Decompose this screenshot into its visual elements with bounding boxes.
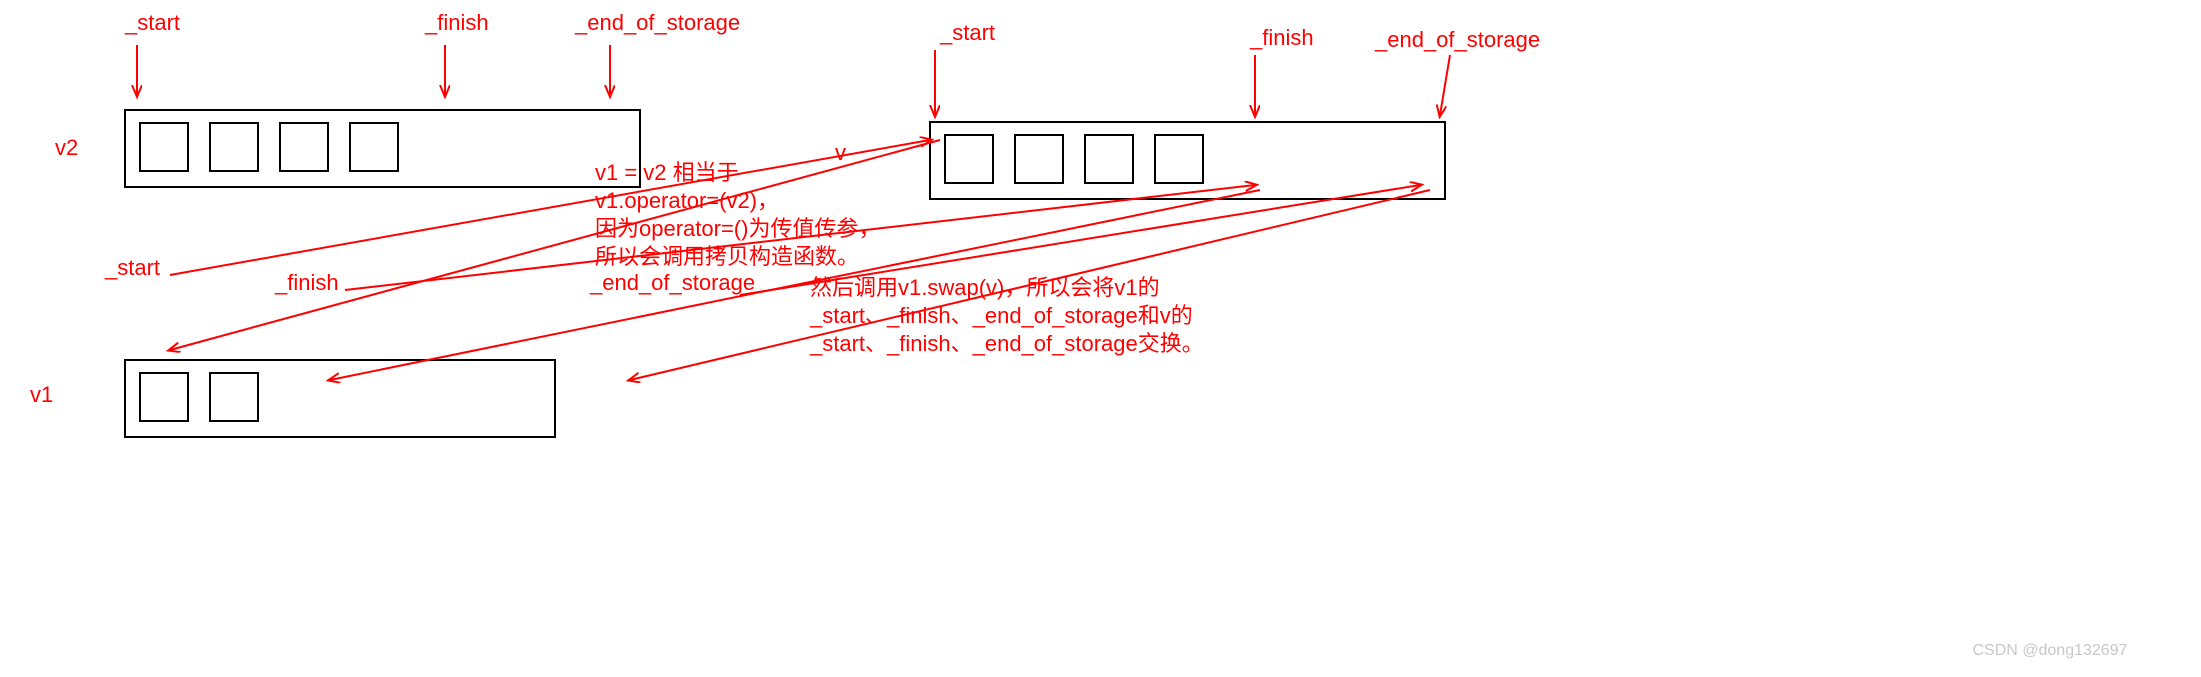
v2-cell-1 xyxy=(210,123,258,171)
v2-cell-0 xyxy=(140,123,188,171)
v2-label: v2 xyxy=(55,135,78,160)
v-cell-2 xyxy=(1085,135,1133,183)
v2-start-label: _start xyxy=(124,10,180,35)
v-cell-0 xyxy=(945,135,993,183)
explain-block-2-line-2: _start、_finish、_end_of_storage交换。 xyxy=(809,331,1204,356)
v-end-label: _end_of_storage xyxy=(1374,27,1540,52)
explain-block-1-line-0: v1 = v2 相当于 xyxy=(595,160,739,185)
v1-end-label: _end_of_storage xyxy=(589,270,755,295)
explain-block-2: 然后调用v1.swap(v)，所以会将v1的 _start、_finish、_en… xyxy=(809,275,1204,356)
v1-label: v1 xyxy=(30,382,53,407)
v-label: v xyxy=(835,140,846,165)
explain-block-1-line-1: v1.operator=(v2)， xyxy=(595,188,779,213)
v2-finish-label: _finish xyxy=(424,10,489,35)
v-cell-1 xyxy=(1015,135,1063,183)
v1-start-label: _start xyxy=(104,255,160,280)
v-outer-rect xyxy=(930,122,1445,199)
v1-finish-label: _finish xyxy=(274,270,339,295)
v1-outer-rect xyxy=(125,360,555,437)
v-start-label: _start xyxy=(939,20,995,45)
explain-block-1-line-3: 所以会调用拷贝构造函数。 xyxy=(595,244,859,269)
v2-cell-3 xyxy=(350,123,398,171)
v-finish-label: _finish xyxy=(1249,25,1314,50)
explain-block-1-line-2: 因为operator=()为传值传参， xyxy=(595,216,880,241)
explain-block-2-line-1: _start、_finish、_end_of_storage和v的 xyxy=(809,303,1193,328)
explain-block-2-line-0: 然后调用v1.swap(v)，所以会将v1的 xyxy=(810,275,1160,300)
v2-end-label: _end_of_storage xyxy=(574,10,740,35)
v1-cell-1 xyxy=(210,373,258,421)
v-end-arrow xyxy=(1440,55,1450,115)
watermark: CSDN @dong132697 xyxy=(1972,642,2127,659)
explain-block-1: v1 = v2 相当于 v1.operator=(v2)， 因为operator=(… xyxy=(595,160,880,269)
v2-cell-2 xyxy=(280,123,328,171)
v-cell-3 xyxy=(1155,135,1203,183)
v1-cell-0 xyxy=(140,373,188,421)
v2-outer-rect xyxy=(125,110,640,187)
